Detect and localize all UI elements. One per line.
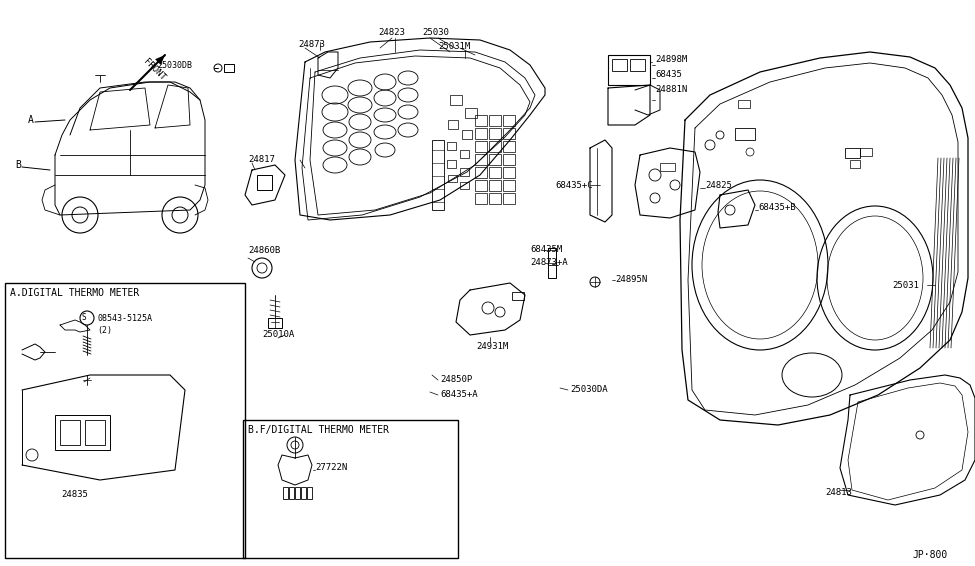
Bar [612, 59, 627, 71]
Text: B: B [15, 160, 20, 170]
Bar [289, 487, 294, 499]
Bar [460, 182, 469, 189]
Bar [462, 130, 472, 139]
Bar [475, 154, 487, 165]
Bar [475, 180, 487, 191]
Bar [735, 128, 755, 140]
Text: 25030DB: 25030DB [157, 61, 192, 70]
Text: 68435: 68435 [655, 70, 682, 79]
Text: 24860B: 24860B [248, 246, 280, 255]
Bar [450, 95, 462, 105]
Text: 25031: 25031 [892, 281, 918, 289]
Text: 08543-5125A: 08543-5125A [97, 314, 152, 323]
Bar [489, 141, 501, 152]
Bar [503, 193, 515, 204]
Bar [475, 141, 487, 152]
Bar [447, 160, 456, 168]
Text: 68435+B: 68435+B [758, 203, 796, 212]
Bar [447, 142, 456, 150]
Bar [845, 148, 860, 158]
Bar [503, 115, 515, 126]
Bar [475, 167, 487, 178]
Bar [465, 108, 477, 118]
Text: 24873+A: 24873+A [530, 258, 567, 267]
Bar [630, 59, 645, 71]
Text: 25030DA: 25030DA [570, 385, 607, 394]
Bar [460, 168, 469, 176]
Bar [475, 128, 487, 139]
Text: 24813: 24813 [825, 488, 852, 497]
Bar [738, 100, 750, 108]
Bar [224, 64, 234, 72]
Bar [85, 420, 105, 445]
Bar [460, 150, 469, 158]
Text: 24881N: 24881N [655, 85, 687, 94]
Bar [503, 141, 515, 152]
Bar [257, 175, 272, 190]
Text: 24850P: 24850P [440, 375, 472, 384]
Bar [489, 193, 501, 204]
Bar [489, 167, 501, 178]
Bar [503, 154, 515, 165]
Bar [432, 140, 444, 210]
Text: 24835: 24835 [61, 490, 89, 499]
Text: 68435+A: 68435+A [440, 390, 478, 399]
Text: A.DIGITAL THERMO METER: A.DIGITAL THERMO METER [10, 288, 139, 298]
Bar [489, 154, 501, 165]
Bar [489, 115, 501, 126]
Text: 25031M: 25031M [438, 42, 470, 51]
Text: (2): (2) [97, 326, 112, 335]
Bar [489, 180, 501, 191]
Bar [268, 318, 282, 328]
Bar [243, 420, 458, 558]
Text: 27722N: 27722N [315, 464, 347, 473]
Text: 24873: 24873 [298, 40, 325, 49]
Bar [307, 487, 312, 499]
Text: FRONT: FRONT [142, 57, 168, 82]
Bar [503, 128, 515, 139]
Bar [448, 175, 457, 182]
Polygon shape [155, 55, 165, 65]
Text: JP·800: JP·800 [912, 550, 948, 560]
Bar [448, 120, 458, 129]
Bar [475, 193, 487, 204]
Text: 68435M: 68435M [530, 245, 563, 254]
Bar [5, 283, 245, 558]
Bar [660, 163, 675, 171]
Text: 25030: 25030 [422, 28, 449, 37]
Text: 24931M: 24931M [476, 342, 508, 351]
Text: 24895N: 24895N [615, 275, 647, 284]
Bar [283, 487, 288, 499]
Bar [489, 128, 501, 139]
Text: 24817: 24817 [248, 155, 275, 164]
Text: S: S [82, 314, 87, 323]
Bar [548, 248, 556, 278]
Text: B.F/DIGITAL THERMO METER: B.F/DIGITAL THERMO METER [248, 425, 389, 435]
Bar [60, 420, 80, 445]
Bar [608, 55, 650, 85]
Bar [295, 487, 300, 499]
Text: 68435+C: 68435+C [555, 181, 593, 190]
Bar [860, 148, 872, 156]
Bar [503, 167, 515, 178]
Text: 24825: 24825 [705, 181, 732, 190]
Bar [475, 115, 487, 126]
Bar [55, 415, 110, 450]
Bar [301, 487, 306, 499]
Text: A: A [28, 115, 34, 125]
Bar [503, 180, 515, 191]
Text: 24823: 24823 [378, 28, 405, 37]
Bar [512, 292, 524, 300]
Text: 24898M: 24898M [655, 55, 687, 64]
Bar [850, 160, 860, 168]
Text: 25010A: 25010A [262, 330, 294, 339]
